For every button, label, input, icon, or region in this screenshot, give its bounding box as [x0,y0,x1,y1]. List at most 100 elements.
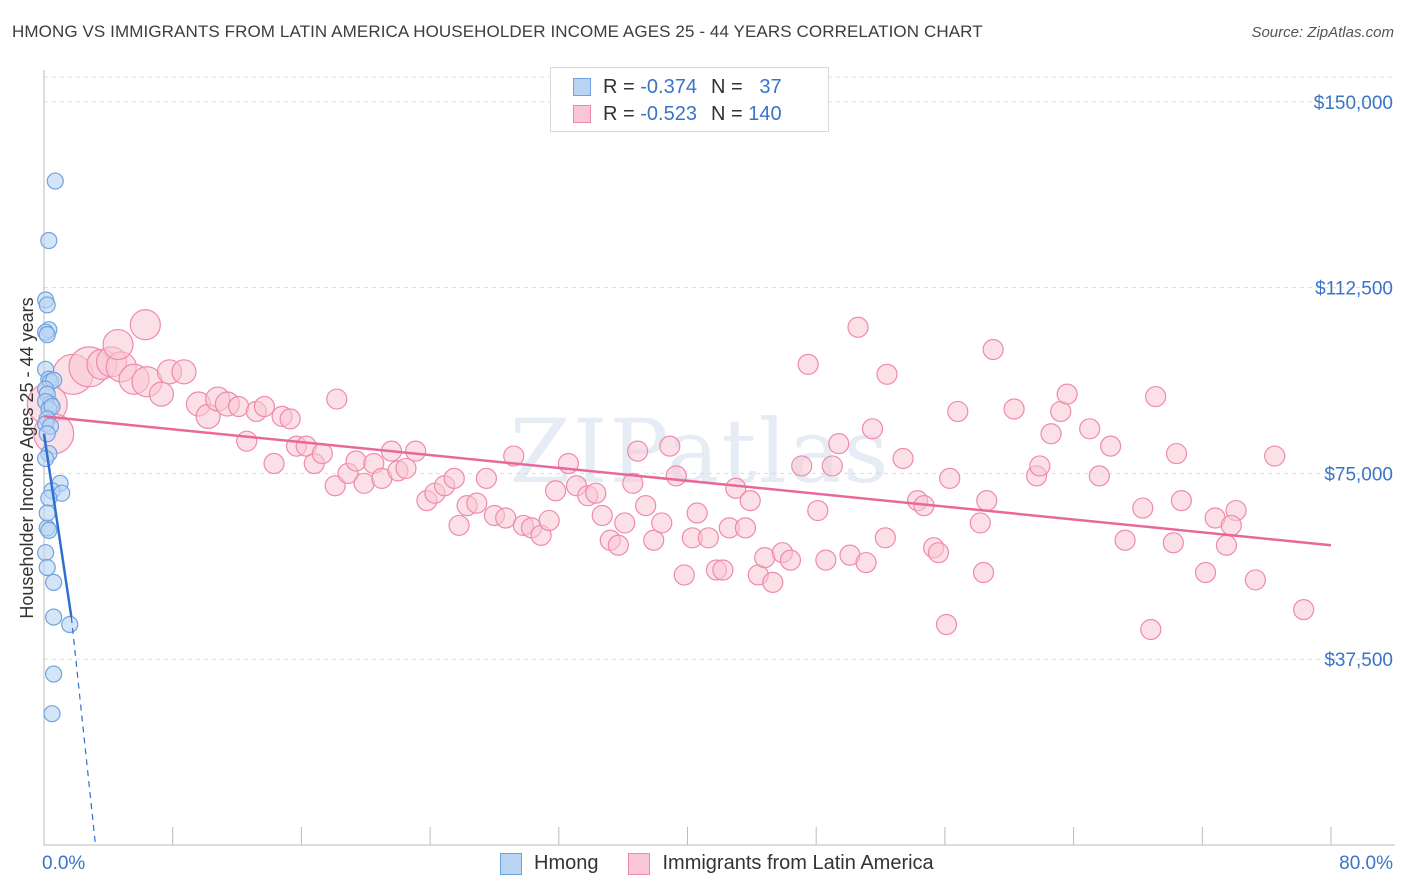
latin-point [544,480,567,502]
latin-point [253,395,275,418]
series-legend: Hmong Immigrants from Latin America [500,852,964,875]
latin-point [815,549,837,571]
latin-point [1264,445,1286,467]
hmong-point [38,558,56,577]
latin-point [102,328,134,361]
latin-point [448,514,470,537]
latin-point [622,472,644,494]
latin-point [1079,418,1101,440]
axis-labels: $37,500 $75,000 $112,500 $150,000 0.0% 80.0% H… [17,93,1393,874]
legend-n-label: N = [710,102,743,125]
latin-point [466,492,488,514]
x-tick-label: 0.0% [42,853,85,874]
latin-point [627,440,649,462]
latin-point [345,450,367,472]
latin-point [1145,385,1167,408]
latin-point [739,490,761,512]
latin-swatch [573,105,591,123]
latin-point [1165,442,1188,465]
latin-point [324,475,346,497]
latin-point [982,338,1004,361]
chart-title: HMONG VS IMMIGRANTS FROM LATIN AMERICA H… [12,22,983,41]
latin-point [1056,383,1078,405]
y-tick-label: $75,000 [1324,464,1393,485]
latin-point [1029,455,1051,477]
hmong-trend-extension [70,617,97,846]
hmong-swatch [573,78,591,96]
latin-point [779,549,802,571]
hmong-point [38,296,56,314]
latin-point [585,482,607,504]
latin-point [821,455,843,477]
latin-point [1293,599,1315,621]
source-credit: Source: ZipAtlas.com [1251,24,1394,41]
legend-n-label: N = [710,75,743,98]
latin-point [475,467,498,489]
latin-point [1003,398,1025,420]
latin-point [263,452,285,475]
x-tick-label: 80.0% [1339,853,1393,874]
latin-point [673,564,695,586]
latin-point [855,551,877,574]
correlation-legend: R = -0.374 N = 37 R = -0.523 N = 140 [550,67,829,132]
latin-legend-swatch [628,852,651,875]
latin-point [892,447,914,470]
latin-point [1100,435,1122,457]
latin-point [1088,465,1110,487]
latin-point [876,363,898,385]
latin-point [754,547,776,569]
latin-point [279,408,301,430]
hmong-legend-swatch [500,852,522,875]
latin-point [847,316,869,338]
legend-r-value: -0.374 [640,75,697,98]
latin-point [1040,423,1062,445]
legend-row-hmong: R = -0.374 N = 37 [573,74,782,100]
legend-row-latin: R = -0.523 N = 140 [573,101,782,127]
legend-r-value: -0.523 [640,102,697,125]
latin-point [734,517,757,539]
latin-point [828,433,850,455]
latin-point [395,457,417,480]
latin-point [697,527,720,549]
legend-r-label: R = [603,102,635,125]
latin-point [725,477,747,499]
hmong-point [40,521,58,539]
latin-point [939,467,961,489]
latin-point [643,529,665,551]
y-tick-label: $112,500 [1315,279,1393,300]
hmong-point [61,615,79,634]
latin-point [614,512,636,534]
latin-point [353,472,375,494]
hmong-point [40,231,58,250]
latin-point [1140,618,1162,641]
hmong-point [45,573,63,591]
legend-r-label: R = [603,75,635,98]
latin-legend-label: Immigrants from Latin America [662,852,934,874]
legend-n-value: 37 [759,75,782,98]
latin-point [1170,490,1192,512]
latin-point [651,512,673,534]
latin-point [228,395,250,418]
hmong-trend-line [42,433,73,618]
latin-point [538,509,560,532]
hmong-point [46,172,64,190]
latin-point [1162,532,1184,554]
y-axis-label: Householder Income Ages 25 - 44 years [17,297,37,618]
latin-point [807,499,829,522]
latin-point [171,359,197,385]
latin-point [1220,514,1242,537]
latin-point [874,527,896,549]
legend-n-value: 140 [748,102,782,125]
latin-point [607,534,629,556]
hmong-point [45,665,63,683]
latin-point [236,430,258,452]
y-tick-label: $150,000 [1314,93,1393,114]
latin-point [712,559,734,581]
latin-point [311,442,333,465]
latin-point [1244,569,1266,591]
latin-point [797,353,819,375]
latin-point [659,435,681,457]
latin-point [591,504,613,527]
latin-point [495,507,517,529]
